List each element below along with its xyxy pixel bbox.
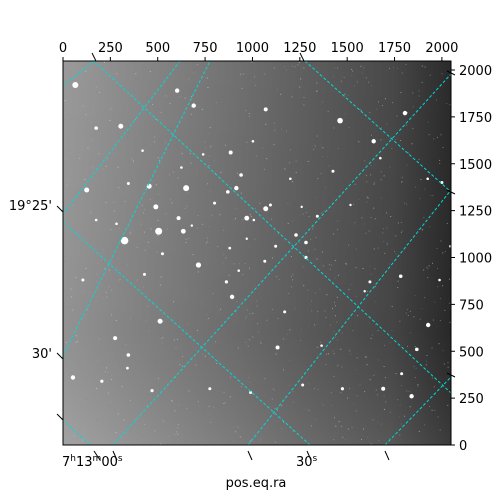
right-tick-label-7: 1750 (459, 111, 492, 126)
top-pixel-axis: 0 250 500 750 1000 1250 1500 1750 2000 (59, 41, 458, 61)
plot-frame (62, 60, 452, 446)
ra-tick-label-1: 30s (296, 454, 318, 470)
right-tick-label-4: 1000 (459, 252, 492, 267)
dec-tick-label-0: 19°25' (9, 199, 52, 214)
world-tick-2 (247, 450, 253, 461)
world-tick-7 (56, 413, 64, 421)
dec-tick-label-1: 30' (32, 347, 52, 362)
grid-line-2 (63, 221, 311, 445)
right-tick-label-0: 0 (459, 439, 467, 454)
right-tick-label-8: 2000 (459, 64, 492, 79)
right-tick-label-3: 750 (459, 298, 484, 313)
top-tick-label-4: 1000 (236, 41, 269, 56)
top-tick-label-2: 500 (145, 41, 170, 56)
grid-line-8 (63, 61, 181, 215)
right-tick-label-6: 1500 (459, 158, 492, 173)
world-tick-0 (93, 450, 101, 461)
wcs-grid (63, 61, 451, 445)
grid-line-7 (384, 376, 451, 445)
world-tick-5 (56, 205, 64, 213)
right-tick-label-2: 500 (459, 345, 484, 360)
grid-line-3 (63, 61, 95, 87)
right-pixel-axis: 0 250 500 750 1000 1250 1500 1750 2000 (451, 64, 492, 454)
world-tick-marks (56, 52, 456, 461)
sky-image (63, 61, 451, 445)
grid-line-6 (247, 189, 451, 445)
ra-tick-label-0: 7h13m00s (62, 454, 123, 470)
right-tick-label-1: 250 (459, 392, 484, 407)
top-tick-label-7: 1750 (378, 41, 411, 56)
top-tick-label-6: 1500 (331, 41, 364, 56)
world-tick-6 (56, 352, 64, 360)
right-tick-label-5: 1250 (459, 205, 492, 220)
top-tick-label-8: 2000 (425, 41, 458, 56)
top-tick-label-1: 250 (98, 41, 123, 56)
world-tick-4 (384, 450, 390, 461)
world-tick-10 (446, 70, 456, 76)
world-tick-9 (299, 52, 305, 62)
world-tick-8 (91, 52, 97, 62)
top-tick-label-5: 1250 (283, 41, 316, 56)
x-axis-label: pos.eq.ra (226, 476, 287, 491)
world-tick-11 (446, 189, 456, 195)
grid-line-5 (112, 73, 451, 445)
stars-layer (70, 82, 451, 399)
world-tick-3 (306, 450, 312, 461)
grid-line-9 (63, 419, 91, 445)
top-tick-label-0: 0 (59, 41, 67, 56)
grid-line-0 (93, 61, 451, 394)
grid-line-1 (304, 61, 451, 193)
world-tick-1 (112, 450, 118, 461)
world-tick-12 (446, 372, 456, 378)
top-tick-label-3: 750 (193, 41, 218, 56)
